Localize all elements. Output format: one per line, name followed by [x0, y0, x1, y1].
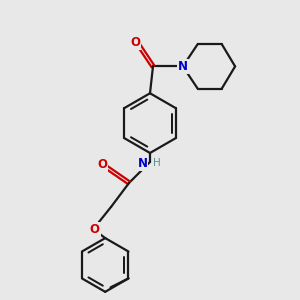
Text: N: N	[137, 157, 148, 170]
Text: O: O	[130, 36, 140, 49]
Text: O: O	[97, 158, 107, 171]
Text: H: H	[153, 158, 160, 168]
Text: N: N	[178, 60, 188, 73]
Text: O: O	[90, 223, 100, 236]
